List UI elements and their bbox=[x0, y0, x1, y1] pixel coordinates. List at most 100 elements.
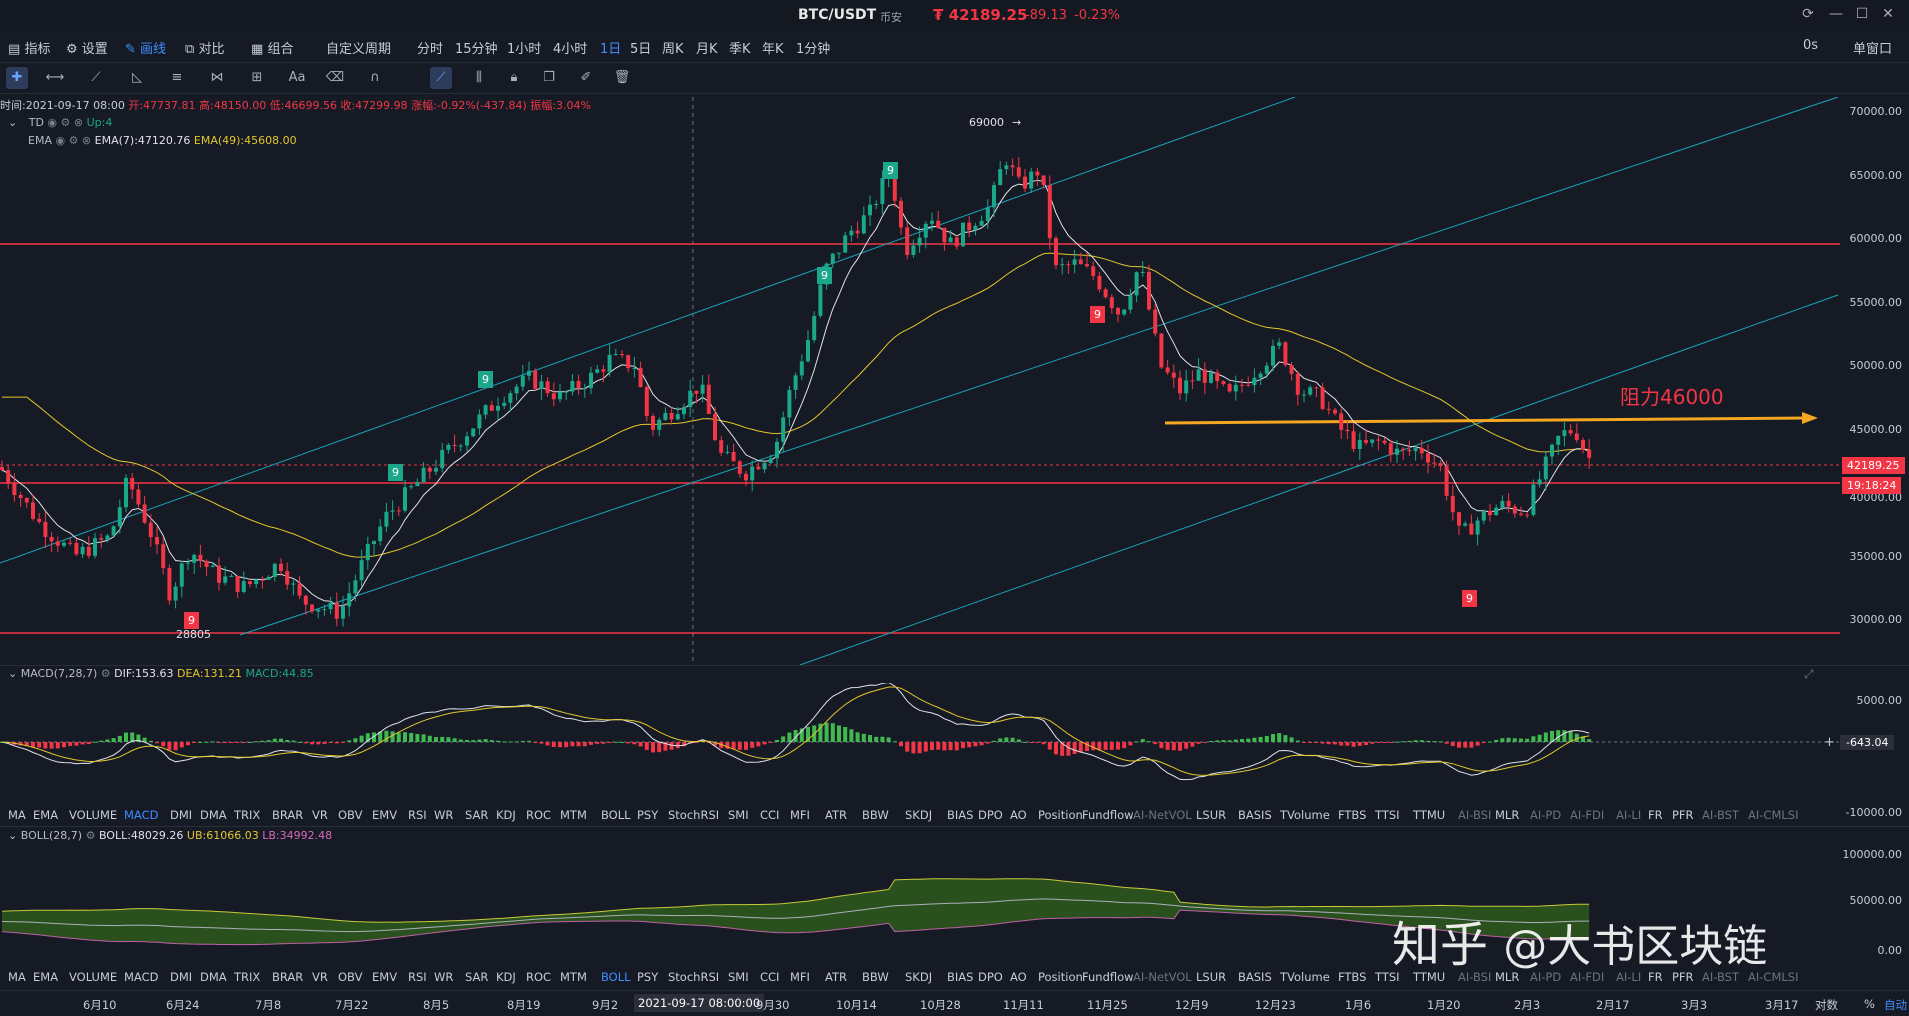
draw-button[interactable]: ✎ 画线 bbox=[125, 42, 167, 57]
indicator-tab-ai-bst[interactable]: AI-BST bbox=[1702, 970, 1740, 984]
indicator-tab-ai-fdi[interactable]: AI-FDI bbox=[1570, 970, 1605, 984]
bars-icon[interactable]: ⫼ bbox=[476, 70, 482, 85]
indicator-tab-smi[interactable]: SMI bbox=[728, 808, 749, 822]
trash-icon[interactable]: 🗑︎ bbox=[613, 70, 631, 85]
period-tab[interactable]: 1小时 bbox=[507, 42, 542, 57]
indicator-tab-trix[interactable]: TRIX bbox=[234, 970, 261, 984]
indicator-tab-fundflow[interactable]: Fundflow bbox=[1082, 970, 1134, 984]
indicator-button[interactable]: ▤ 指标 bbox=[8, 42, 51, 57]
indicator-tab-ai-cmlsi[interactable]: AI-CMLSI bbox=[1748, 808, 1799, 822]
indicator-tab-ema[interactable]: EMA bbox=[33, 970, 59, 984]
indicator-tab-smi[interactable]: SMI bbox=[728, 970, 749, 984]
indicator-tab-ai-cmlsi[interactable]: AI-CMLSI bbox=[1748, 970, 1799, 984]
indicator-tab-fr[interactable]: FR bbox=[1648, 808, 1663, 822]
indicator-tab-brar[interactable]: BRAR bbox=[272, 808, 304, 822]
indicator-tab-mtm[interactable]: MTM bbox=[560, 970, 587, 984]
measure-icon[interactable]: ⊞ bbox=[251, 70, 263, 85]
indicator-tab-ai-netvol[interactable]: AI-NetVOL bbox=[1133, 970, 1192, 984]
period-tab[interactable]: 1分钟 bbox=[796, 42, 831, 57]
indicator-tab-emv[interactable]: EMV bbox=[372, 970, 398, 984]
indicator-tab-vr[interactable]: VR bbox=[312, 808, 328, 822]
hline-icon[interactable]: ⟷ bbox=[45, 70, 65, 85]
indicator-tab-volume[interactable]: VOLUME bbox=[69, 970, 118, 984]
indicator-tab-dpo[interactable]: DPO bbox=[978, 970, 1003, 984]
indicator-tab-dmi[interactable]: DMI bbox=[170, 808, 193, 822]
indicator-tab-trix[interactable]: TRIX bbox=[234, 808, 261, 822]
indicator-tab-ttmu[interactable]: TTMU bbox=[1413, 808, 1446, 822]
eye-icon[interactable]: ◉ ⚙ ⊗ bbox=[55, 134, 92, 147]
indicator-tab-ftbs[interactable]: FTBS bbox=[1338, 808, 1367, 822]
indicator-tab-dma[interactable]: DMA bbox=[200, 808, 227, 822]
percent-scale-toggle[interactable]: % bbox=[1864, 997, 1875, 1011]
indicator-tab-ai-pd[interactable]: AI-PD bbox=[1530, 970, 1562, 984]
indicator-tab-basis[interactable]: BASIS bbox=[1238, 970, 1272, 984]
indicator-tab-ai-pd[interactable]: AI-PD bbox=[1530, 808, 1562, 822]
indicator-tab-ai-bst[interactable]: AI-BST bbox=[1702, 808, 1740, 822]
ruler-icon[interactable]: ⟋ bbox=[430, 67, 452, 89]
indicator-tab-rsi[interactable]: RSI bbox=[408, 808, 427, 822]
trend-line-icon[interactable]: ⟋ bbox=[91, 70, 101, 85]
gear-icon[interactable]: ⚙ bbox=[85, 829, 96, 842]
indicator-tab-mtm[interactable]: MTM bbox=[560, 808, 587, 822]
pane-divider[interactable] bbox=[0, 665, 1909, 666]
indicator-tab-fr[interactable]: FR bbox=[1648, 970, 1663, 984]
indicator-tab-kdj[interactable]: KDJ bbox=[496, 970, 516, 984]
pattern-icon[interactable]: ⋈ bbox=[210, 70, 224, 85]
indicator-tab-ema[interactable]: EMA bbox=[33, 808, 59, 822]
indicator-tab-ttsi[interactable]: TTSI bbox=[1375, 808, 1400, 822]
indicator-tab-dma[interactable]: DMA bbox=[200, 970, 227, 984]
indicator-tab-atr[interactable]: ATR bbox=[825, 808, 847, 822]
plus-icon[interactable]: + bbox=[1824, 735, 1835, 750]
indicator-tab-bbw[interactable]: BBW bbox=[862, 808, 889, 822]
indicator-tab-sar[interactable]: SAR bbox=[465, 808, 489, 822]
eye-icon[interactable]: ◉ ⚙ ⊗ bbox=[47, 116, 84, 129]
indicator-tab-dpo[interactable]: DPO bbox=[978, 808, 1003, 822]
clone-icon[interactable]: ❐ bbox=[543, 70, 555, 85]
indicator-tab-atr[interactable]: ATR bbox=[825, 970, 847, 984]
indicator-tab-sar[interactable]: SAR bbox=[465, 970, 489, 984]
indicator-tab-skdj[interactable]: SKDJ bbox=[905, 970, 933, 984]
indicator-tab-ao[interactable]: AO bbox=[1010, 808, 1027, 822]
indicator-tab-bias[interactable]: BIAS bbox=[947, 808, 974, 822]
indicator-tab-ma[interactable]: MA bbox=[8, 808, 26, 822]
period-tab[interactable]: 5日 bbox=[630, 42, 652, 57]
refresh-icon[interactable]: ⟳ bbox=[1802, 6, 1814, 22]
period-tab[interactable]: 季K bbox=[729, 42, 751, 57]
indicator-tab-obv[interactable]: OBV bbox=[338, 970, 363, 984]
indicator-tab-wr[interactable]: WR bbox=[434, 808, 454, 822]
indicator-tab-tvolume[interactable]: TVolume bbox=[1280, 808, 1330, 822]
edit-icon[interactable]: ✐ bbox=[580, 70, 592, 85]
indicator-tab-psy[interactable]: PSY bbox=[637, 970, 659, 984]
indicator-tab-ai-fdi[interactable]: AI-FDI bbox=[1570, 808, 1605, 822]
period-tab[interactable]: 月K bbox=[696, 42, 718, 57]
indicator-tab-stochrsi[interactable]: StochRSI bbox=[668, 808, 720, 822]
indicator-tab-roc[interactable]: ROC bbox=[526, 970, 552, 984]
indicator-tab-ma[interactable]: MA bbox=[8, 970, 26, 984]
indicator-tab-volume[interactable]: VOLUME bbox=[69, 808, 118, 822]
pair-name[interactable]: BTC/USDT bbox=[798, 7, 877, 23]
indicator-tab-basis[interactable]: BASIS bbox=[1238, 808, 1272, 822]
single-window-button[interactable]: 单窗口 bbox=[1853, 42, 1893, 57]
pane-divider[interactable] bbox=[0, 826, 1909, 827]
indicator-tab-tvolume[interactable]: TVolume bbox=[1280, 970, 1330, 984]
macd-chart[interactable] bbox=[0, 683, 1909, 805]
custom-period-dropdown[interactable]: 自定义周期 bbox=[326, 42, 392, 57]
fib-icon[interactable]: ◺ bbox=[132, 70, 142, 85]
indicator-tab-ai-bsi[interactable]: AI-BSI bbox=[1458, 808, 1492, 822]
indicator-tab-mfi[interactable]: MFI bbox=[790, 970, 810, 984]
indicator-tab-bbw[interactable]: BBW bbox=[862, 970, 889, 984]
indicator-tab-position[interactable]: Position bbox=[1038, 808, 1083, 822]
td-legend[interactable]: ⌄ TD ◉ ⚙ ⊗ Up:4 bbox=[8, 116, 113, 129]
period-tab[interactable]: 4小时 bbox=[553, 42, 588, 57]
indicator-tab-psy[interactable]: PSY bbox=[637, 808, 659, 822]
indicator-tab-dmi[interactable]: DMI bbox=[170, 970, 193, 984]
boll-legend[interactable]: ⌄ BOLL(28,7) ⚙ BOLL:48029.26 UB:61066.03… bbox=[8, 829, 333, 842]
period-tab[interactable]: 1日 bbox=[600, 42, 622, 57]
period-tab[interactable]: 分时 bbox=[417, 42, 444, 57]
indicator-tab-boll[interactable]: BOLL bbox=[601, 970, 631, 984]
indicator-tab-pfr[interactable]: PFR bbox=[1672, 808, 1694, 822]
indicator-tab-roc[interactable]: ROC bbox=[526, 808, 552, 822]
boll-chart[interactable] bbox=[0, 844, 1909, 968]
crosshair-icon[interactable]: ✚ bbox=[6, 67, 28, 89]
period-tab[interactable]: 周K bbox=[662, 42, 684, 57]
